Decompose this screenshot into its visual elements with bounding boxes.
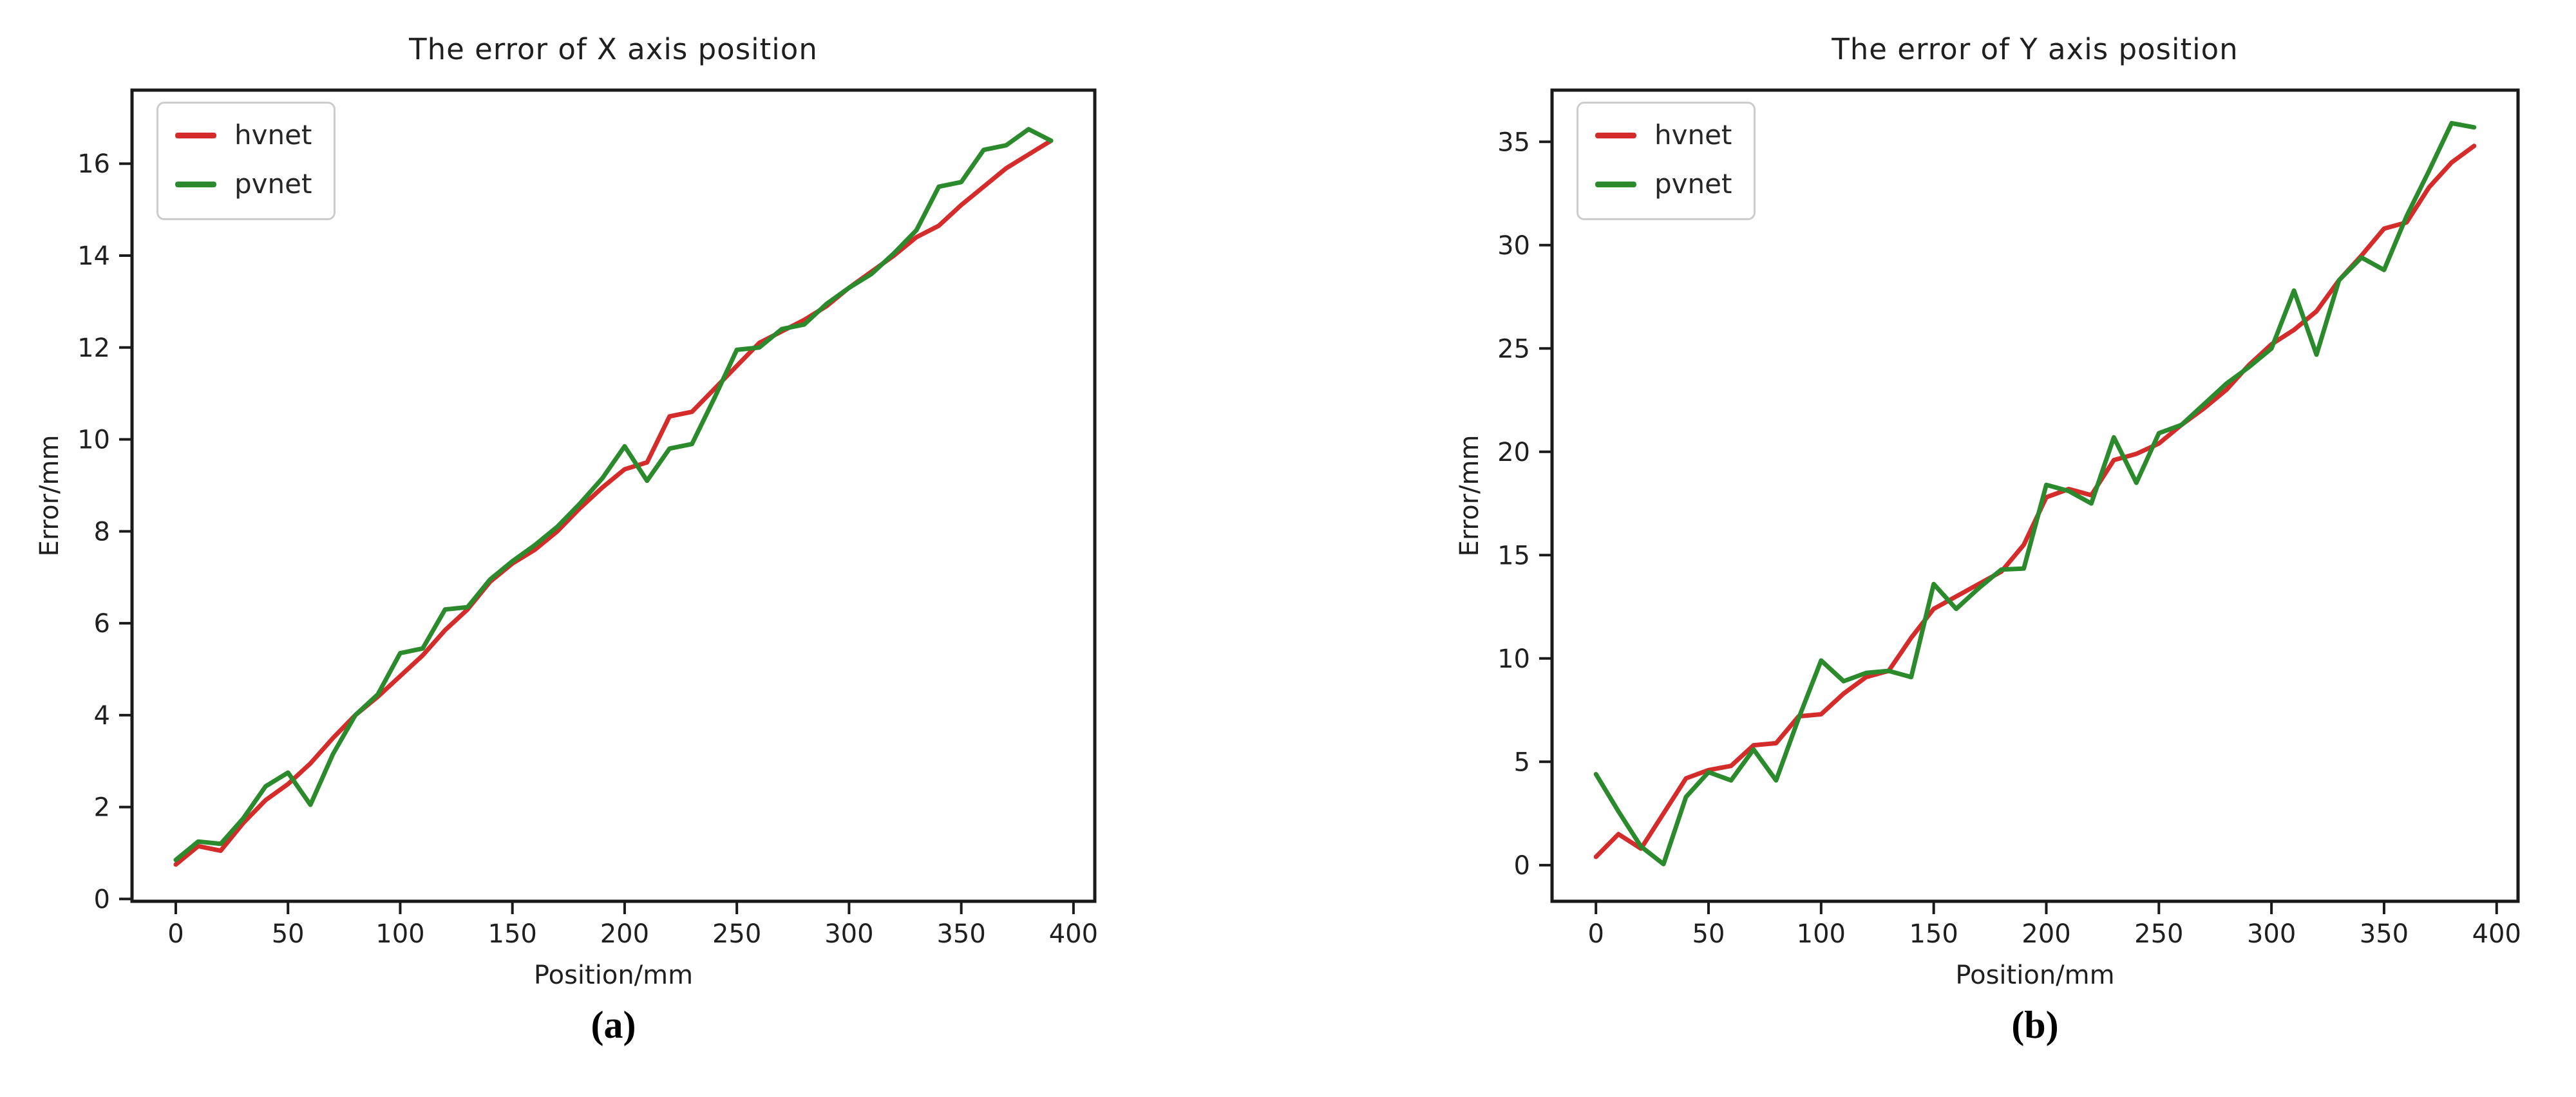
svg-text:25: 25 — [1497, 334, 1530, 364]
legend-label-pvnet: pvnet — [234, 168, 312, 200]
legend-label-hvnet: hvnet — [234, 119, 312, 151]
svg-text:0: 0 — [167, 919, 184, 949]
svg-text:35: 35 — [1497, 127, 1530, 157]
svg-text:350: 350 — [2360, 919, 2409, 949]
svg-text:6: 6 — [94, 609, 110, 639]
chart-title: The error of Y axis position — [1832, 32, 2239, 66]
subfigure-caption: (a) — [591, 1004, 636, 1046]
svg-text:0: 0 — [1514, 851, 1530, 881]
legend: hvnet pvnet — [156, 102, 336, 220]
svg-text:300: 300 — [824, 919, 873, 949]
svg-text:300: 300 — [2247, 919, 2296, 949]
plot-area: 0 50 100 150 200 250 300 350 400 0 2 4 6 8 10 12 14 16 — [77, 88, 1098, 949]
svg-text:100: 100 — [1797, 919, 1846, 949]
svg-text:2: 2 — [94, 793, 110, 823]
pvnet-line-swatch — [1595, 181, 1636, 187]
legend-item-hvnet: hvnet — [1595, 115, 1732, 155]
hvnet-line-swatch — [175, 132, 216, 138]
svg-text:250: 250 — [712, 919, 761, 949]
svg-text:250: 250 — [2134, 919, 2183, 949]
hvnet-line-swatch — [1595, 132, 1636, 138]
plot-area: 0 50 100 150 200 250 300 350 400 0 5 10 15 20 25 30 35 — [1497, 88, 2521, 949]
svg-text:0: 0 — [1587, 919, 1604, 949]
svg-text:50: 50 — [1692, 919, 1725, 949]
legend-label-hvnet: hvnet — [1654, 119, 1732, 151]
legend-item-hvnet: hvnet — [175, 115, 312, 155]
legend-item-pvnet: pvnet — [175, 164, 312, 204]
legend-label-pvnet: pvnet — [1654, 168, 1732, 200]
svg-text:8: 8 — [94, 517, 110, 547]
svg-text:10: 10 — [77, 426, 110, 455]
svg-text:14: 14 — [77, 241, 110, 271]
svg-text:400: 400 — [2472, 919, 2521, 949]
svg-text:0: 0 — [94, 885, 110, 914]
svg-text:350: 350 — [936, 919, 985, 949]
svg-text:20: 20 — [1497, 438, 1530, 467]
x-axis-label: Position/mm — [1955, 961, 2115, 990]
legend-item-pvnet: pvnet — [1595, 164, 1732, 204]
svg-text:150: 150 — [488, 919, 537, 949]
svg-text:150: 150 — [1909, 919, 1958, 949]
chart-title: The error of X axis position — [409, 32, 818, 66]
svg-text:12: 12 — [77, 333, 110, 363]
svg-text:15: 15 — [1497, 541, 1530, 570]
svg-text:16: 16 — [77, 149, 110, 179]
svg-text:400: 400 — [1049, 919, 1098, 949]
svg-text:4: 4 — [94, 701, 110, 731]
pvnet-line-swatch — [175, 181, 216, 187]
svg-text:30: 30 — [1497, 231, 1530, 261]
svg-text:200: 200 — [600, 919, 649, 949]
svg-text:50: 50 — [272, 919, 305, 949]
x-axis-label: Position/mm — [533, 961, 694, 990]
legend: hvnet pvnet — [1577, 102, 1756, 220]
svg-text:10: 10 — [1497, 644, 1530, 674]
svg-text:200: 200 — [2022, 919, 2070, 949]
subfigure-caption: (b) — [2011, 1004, 2059, 1046]
svg-text:100: 100 — [375, 919, 424, 949]
svg-text:5: 5 — [1514, 747, 1530, 777]
